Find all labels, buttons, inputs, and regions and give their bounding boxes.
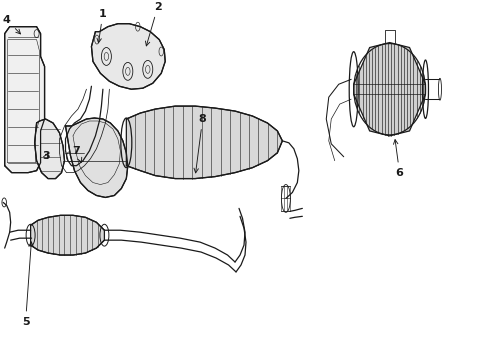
- Text: 4: 4: [3, 15, 21, 34]
- Polygon shape: [30, 215, 104, 255]
- Text: 1: 1: [97, 9, 107, 43]
- Polygon shape: [5, 27, 45, 173]
- Text: 7: 7: [73, 146, 82, 162]
- Polygon shape: [126, 106, 282, 179]
- Text: 6: 6: [393, 140, 403, 177]
- Text: 8: 8: [194, 114, 206, 173]
- Polygon shape: [66, 118, 128, 197]
- Text: 3: 3: [43, 151, 50, 161]
- Polygon shape: [92, 24, 165, 89]
- Text: 2: 2: [146, 2, 162, 46]
- Text: 5: 5: [22, 242, 33, 327]
- Polygon shape: [354, 42, 425, 136]
- Polygon shape: [35, 119, 65, 179]
